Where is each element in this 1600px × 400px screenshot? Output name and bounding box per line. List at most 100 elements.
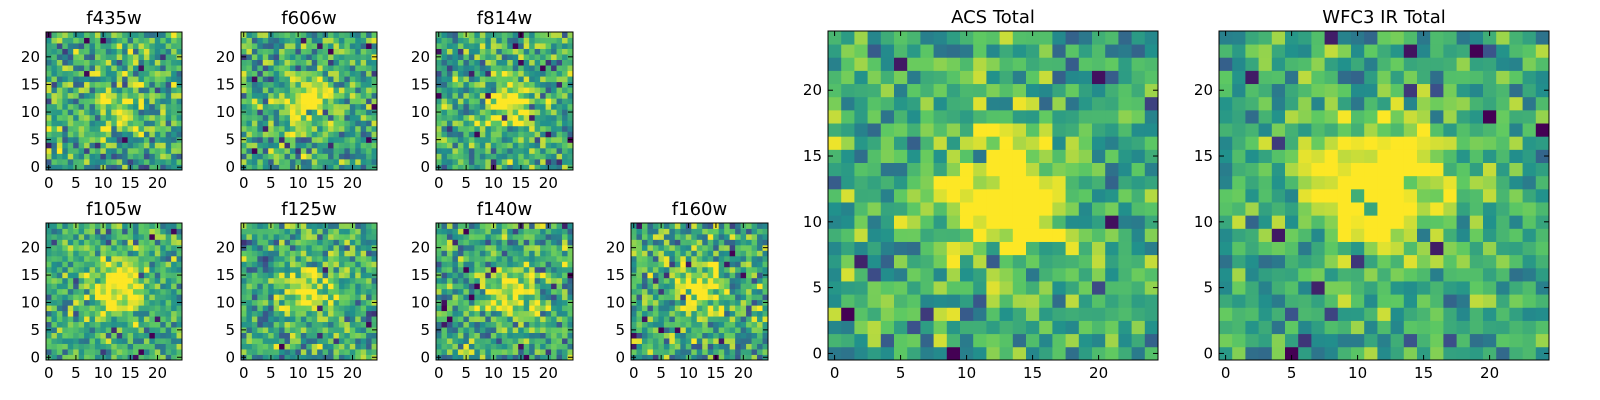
heatmap-cell — [127, 244, 134, 251]
heatmap-cell — [724, 277, 731, 284]
heatmap-cell — [751, 283, 758, 290]
heatmap-cell — [311, 299, 318, 306]
heatmap-cell — [246, 255, 253, 262]
heatmap-cell — [111, 310, 118, 317]
heatmap-cell — [284, 305, 291, 312]
heatmap-cell — [160, 228, 167, 235]
heatmap-cell — [273, 87, 280, 94]
heatmap-cell — [311, 338, 318, 344]
heatmap-cell — [556, 43, 563, 49]
heatmap-cell — [333, 338, 340, 344]
y-tick-label: 5 — [420, 131, 430, 149]
heatmap-cell — [529, 338, 536, 344]
heatmap-cell — [540, 43, 546, 49]
heatmap-cell — [122, 223, 128, 229]
heatmap-cell — [322, 37, 329, 44]
heatmap-cell — [973, 162, 987, 177]
heatmap-cell — [713, 338, 720, 344]
heatmap-cell — [241, 305, 247, 312]
heatmap-cell — [669, 288, 676, 295]
heatmap-cell — [867, 188, 882, 203]
heatmap-cell — [636, 299, 643, 306]
heatmap-cell — [322, 250, 329, 257]
heatmap-cell — [636, 316, 643, 323]
heatmap-cell — [311, 109, 318, 116]
heatmap-cell — [257, 125, 264, 132]
heatmap-cell — [306, 250, 313, 257]
heatmap-cell — [641, 223, 648, 229]
heatmap-cell — [512, 327, 519, 333]
heatmap-cell — [116, 223, 123, 229]
heatmap-cell — [138, 32, 145, 38]
heatmap-cell — [735, 250, 741, 257]
heatmap-cell — [251, 87, 258, 94]
heatmap-cell — [284, 92, 291, 99]
heatmap-cell — [485, 250, 492, 257]
heatmap-cell — [322, 261, 329, 268]
heatmap-cell — [138, 327, 145, 333]
heatmap-cell — [436, 316, 442, 323]
heatmap-cell — [154, 239, 161, 246]
heatmap-cell — [251, 98, 258, 105]
heatmap-cell — [133, 299, 139, 306]
heatmap-cell — [512, 349, 519, 355]
heatmap-cell — [545, 239, 552, 246]
heatmap-cell — [289, 343, 296, 350]
heatmap-cell — [463, 310, 470, 317]
heatmap-cell — [371, 250, 378, 257]
heatmap-cell — [1026, 215, 1040, 229]
heatmap-cell — [149, 310, 156, 317]
heatmap-cell — [100, 136, 107, 143]
heatmap-cell — [441, 228, 448, 235]
heatmap-cell — [279, 316, 285, 323]
heatmap-cell — [479, 54, 486, 60]
heatmap-cell — [479, 48, 486, 55]
heatmap-cell — [523, 294, 530, 301]
heatmap-cell — [241, 153, 247, 160]
heatmap-cell — [371, 288, 378, 295]
x-tick-label: 15 — [121, 174, 140, 192]
heatmap-cell — [479, 283, 486, 290]
heatmap-cell — [1052, 215, 1066, 229]
heatmap-cell — [556, 103, 563, 110]
heatmap-cell — [366, 48, 372, 55]
heatmap-cell — [105, 343, 112, 350]
heatmap-cell — [67, 255, 74, 262]
heatmap-cell — [485, 70, 492, 77]
heatmap-cell — [138, 228, 145, 235]
heatmap-cell — [867, 346, 882, 361]
heatmap-cell — [51, 228, 58, 235]
heatmap-cell — [89, 153, 96, 160]
heatmap-cell — [446, 92, 453, 99]
heatmap-cell — [360, 250, 367, 257]
heatmap-cell — [501, 239, 508, 246]
heatmap-cell — [652, 338, 659, 344]
heatmap-cell — [523, 266, 530, 273]
heatmap-cell — [154, 37, 161, 44]
heatmap-cell — [78, 125, 85, 132]
heatmap-cell — [46, 43, 52, 49]
heatmap-cell — [100, 43, 107, 49]
heatmap-cell — [1012, 188, 1027, 203]
heatmap-cell — [691, 310, 698, 317]
heatmap-cell — [160, 305, 167, 312]
heatmap-cell — [360, 327, 367, 333]
heatmap-cell — [257, 338, 264, 344]
heatmap-cell — [133, 354, 139, 361]
heatmap-cell — [562, 147, 568, 154]
axes-frame — [45, 222, 183, 361]
heatmap-cell — [143, 305, 150, 312]
heatmap-cell — [279, 228, 285, 235]
heatmap-cell — [540, 288, 546, 295]
heatmap-cell — [545, 158, 552, 165]
heatmap-cell — [317, 327, 323, 333]
heatmap-cell — [556, 354, 563, 361]
heatmap-cell — [89, 147, 96, 154]
heatmap-cell — [474, 343, 481, 350]
heatmap-cell — [371, 120, 378, 127]
heatmap-cell — [436, 239, 442, 246]
heatmap-cell — [523, 310, 530, 317]
heatmap-cell — [534, 228, 541, 235]
heatmap-cell — [1105, 228, 1119, 242]
heatmap-cell — [652, 233, 659, 240]
